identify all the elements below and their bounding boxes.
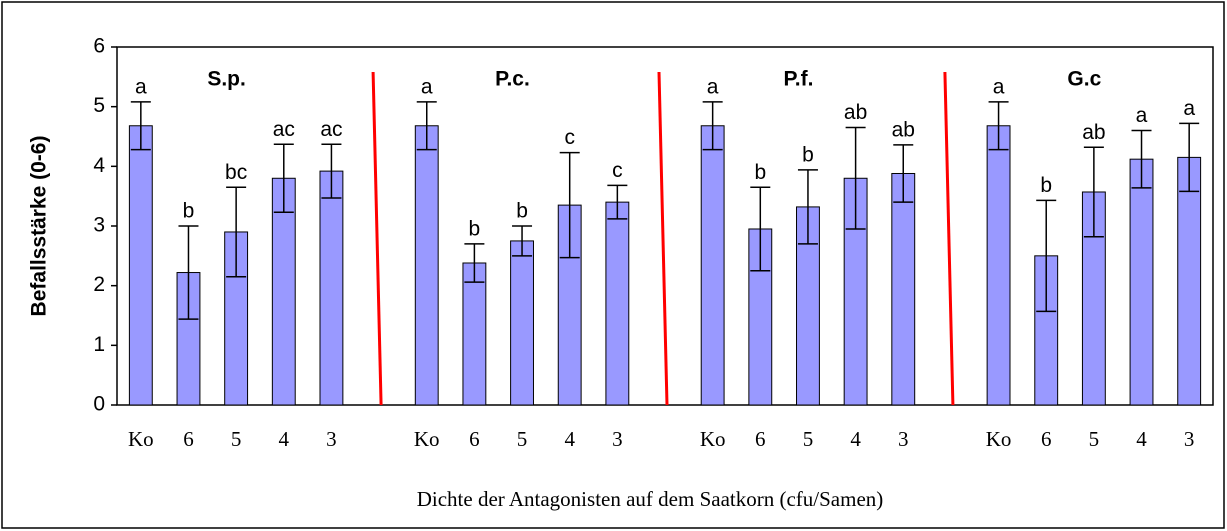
significance-letter: b — [1040, 174, 1052, 197]
significance-letter: b — [754, 161, 766, 184]
y-tick-label: 5 — [93, 94, 105, 117]
group-label: P.f. — [783, 68, 813, 91]
x-tick-label: 3 — [326, 427, 337, 451]
significance-letter: c — [612, 159, 623, 182]
group-label: G.c — [1067, 68, 1101, 91]
bar — [128, 125, 153, 406]
x-tick-label: 4 — [850, 427, 861, 451]
significance-letter: ab — [892, 118, 915, 141]
group-separator — [657, 71, 669, 406]
group-label: S.p. — [207, 68, 246, 91]
significance-letter: b — [516, 200, 528, 223]
bar — [462, 262, 487, 406]
significance-letter: b — [469, 217, 481, 240]
y-tick-label: 2 — [93, 273, 105, 296]
bar — [605, 201, 630, 406]
bar — [986, 125, 1011, 406]
x-tick-label: 4 — [279, 427, 290, 451]
significance-letter: a — [707, 75, 719, 98]
x-tick-label: 6 — [183, 427, 194, 451]
x-tick-label: 5 — [803, 427, 814, 451]
y-axis-label: Befallsstärke (0-6) — [28, 136, 51, 317]
bar — [510, 240, 534, 406]
significance-letter: ac — [320, 118, 342, 141]
significance-letter: bc — [225, 161, 247, 184]
y-tick-label: 0 — [93, 393, 105, 416]
bar — [414, 125, 439, 406]
y-tick-label: 6 — [93, 35, 105, 58]
x-tick-label: 5 — [231, 427, 242, 451]
bar — [891, 172, 916, 406]
significance-letter: ab — [844, 101, 867, 124]
significance-letter: c — [564, 126, 575, 149]
x-axis-label: Dichte der Antagonisten auf dem Saatkorn… — [417, 487, 884, 511]
group-separator — [943, 71, 955, 406]
significance-letter: a — [993, 75, 1005, 98]
x-tick-label: 4 — [1136, 427, 1147, 451]
y-tick-label: 4 — [93, 154, 105, 177]
y-tick-label: 1 — [93, 333, 105, 356]
bar — [1177, 156, 1202, 406]
x-tick-label: Ko — [128, 427, 154, 451]
group-label: P.c. — [495, 68, 530, 91]
significance-letter: b — [802, 143, 814, 166]
bar — [700, 125, 725, 406]
x-tick-label: 6 — [469, 427, 480, 451]
y-tick-label: 3 — [93, 214, 105, 237]
x-tick-label: 6 — [755, 427, 766, 451]
significance-letter: a — [1183, 97, 1195, 120]
x-tick-label: 3 — [898, 427, 909, 451]
significance-letter: ab — [1082, 121, 1105, 144]
bar — [1129, 158, 1154, 406]
significance-letter: a — [135, 75, 147, 98]
x-tick-label: 5 — [1089, 427, 1100, 451]
significance-letter: b — [183, 200, 195, 223]
significance-letter: ac — [273, 118, 295, 141]
x-tick-label: Ko — [700, 427, 726, 451]
group-separator — [371, 71, 383, 406]
x-tick-label: 3 — [1184, 427, 1195, 451]
x-tick-label: 4 — [564, 427, 575, 451]
x-tick-label: Ko — [414, 427, 440, 451]
bar — [319, 170, 344, 406]
x-tick-label: Ko — [986, 427, 1012, 451]
significance-letter: a — [1136, 104, 1148, 127]
significance-letter: a — [421, 75, 433, 98]
x-tick-label: 5 — [517, 427, 528, 451]
x-tick-label: 6 — [1041, 427, 1052, 451]
x-tick-label: 3 — [612, 427, 623, 451]
